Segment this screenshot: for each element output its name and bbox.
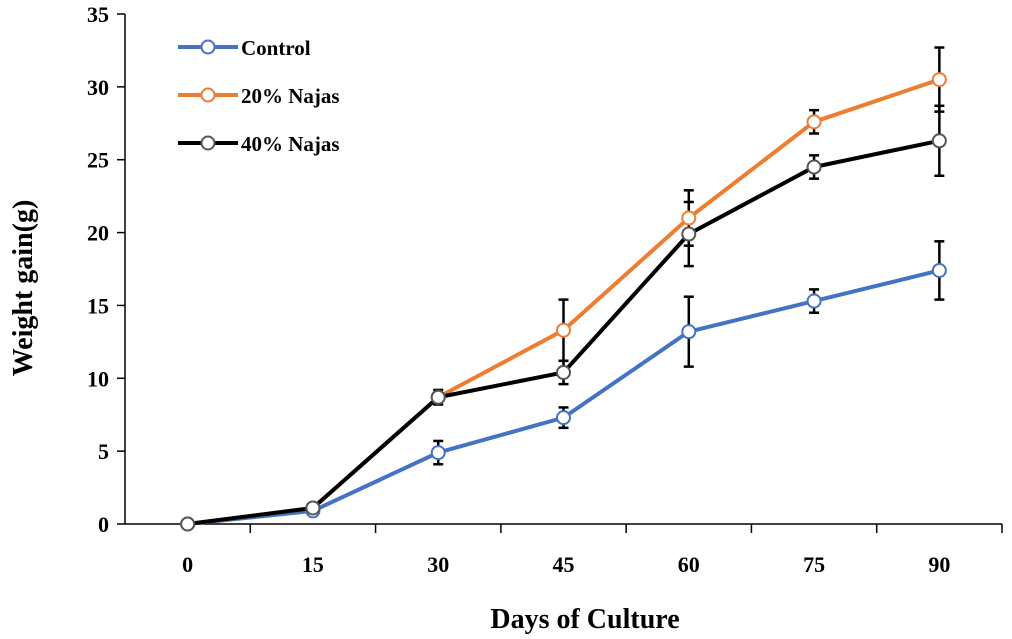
y-tick-label: 15 xyxy=(87,293,109,318)
data-point xyxy=(681,324,697,340)
data-point xyxy=(681,226,697,242)
data-point xyxy=(806,114,822,130)
y-tick-label: 10 xyxy=(87,366,109,391)
data-point xyxy=(180,516,196,532)
data-point xyxy=(430,445,446,461)
data-point xyxy=(931,133,947,149)
data-point xyxy=(305,500,321,516)
data-point xyxy=(556,410,571,426)
legend-swatch-marker xyxy=(200,135,216,151)
series-points xyxy=(180,72,947,532)
x-tick-label: 75 xyxy=(803,552,825,577)
x-tick-label: 0 xyxy=(182,552,193,577)
x-tick-label: 30 xyxy=(427,552,449,577)
data-point xyxy=(430,389,446,405)
legend-label: 20% Najas xyxy=(241,84,340,108)
data-point xyxy=(931,72,947,88)
data-point xyxy=(806,159,822,175)
y-tick-label: 5 xyxy=(98,439,109,464)
legend-swatch-marker xyxy=(200,39,216,55)
x-tick-label: 15 xyxy=(302,552,324,577)
x-axis-title: Days of Culture xyxy=(490,604,679,635)
y-tick-label: 0 xyxy=(98,512,109,537)
x-tick-label: 90 xyxy=(928,552,950,577)
legend-label: 40% Najas xyxy=(241,132,340,156)
axes xyxy=(124,14,1002,525)
data-point xyxy=(556,322,571,338)
data-point xyxy=(556,364,571,380)
x-tick-label: 45 xyxy=(553,552,575,577)
y-axis-title: Weight gain(g) xyxy=(8,200,39,377)
x-axis-ticks: 0 15 30 45 60 75 90 xyxy=(182,524,1003,577)
y-tick-label: 35 xyxy=(87,2,109,27)
data-point xyxy=(931,262,947,278)
y-tick-label: 25 xyxy=(87,148,109,173)
y-tick-label: 20 xyxy=(87,221,109,246)
error-bars xyxy=(433,46,945,466)
x-tick-label: 60 xyxy=(678,552,700,577)
legend: Control 20% Najas 40% Najas xyxy=(178,36,340,156)
legend-swatch-marker xyxy=(200,87,216,103)
legend-label: Control xyxy=(241,36,311,60)
y-tick-label: 30 xyxy=(87,75,109,100)
data-point xyxy=(806,293,822,309)
y-axis-ticks: 0 5 10 15 20 25 30 35 xyxy=(87,2,125,537)
data-point xyxy=(681,210,697,226)
